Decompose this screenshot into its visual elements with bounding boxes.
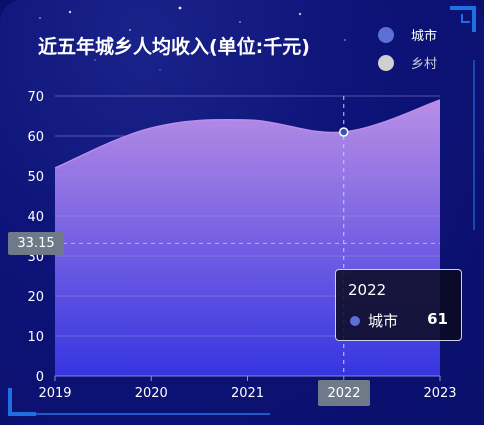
legend-swatch-city [378,26,394,43]
x-tick-label: 2023 [423,386,456,401]
axis-pointer-y-label: 33.15 [8,232,64,255]
tooltip: 2022 城市 61 [335,269,462,341]
chart-title: 近五年城乡人均收入(单位:千元) [38,36,310,58]
legend-item-rural[interactable]: 乡村 [378,53,437,72]
axis-pointer-x-label: 2022 [318,380,370,406]
y-tick-label: 20 [27,290,44,305]
tooltip-series-name: 城市 [368,312,399,330]
series-line-city [54,99,441,169]
y-tick-label: 0 [36,370,44,385]
x-tick-label: 2021 [231,386,264,401]
legend-item-city[interactable]: 城市 [378,25,437,44]
legend-label-rural: 乡村 [411,57,438,72]
y-tick-label: 10 [27,330,44,345]
tooltip-series-dot [350,316,360,326]
y-tick-label: 50 [27,170,44,185]
tooltip-category: 2022 [348,281,387,299]
y-tick-label: 60 [27,130,44,145]
legend-label-city: 城市 [411,29,438,44]
tooltip-value: 61 [427,310,448,328]
data-point-highlight [339,127,349,137]
y-tick-label: 70 [27,90,44,105]
x-tick-label: 2019 [38,386,71,401]
legend-swatch-rural [378,54,394,71]
x-tick-label: 2020 [135,386,168,401]
y-tick-label: 40 [27,210,44,225]
